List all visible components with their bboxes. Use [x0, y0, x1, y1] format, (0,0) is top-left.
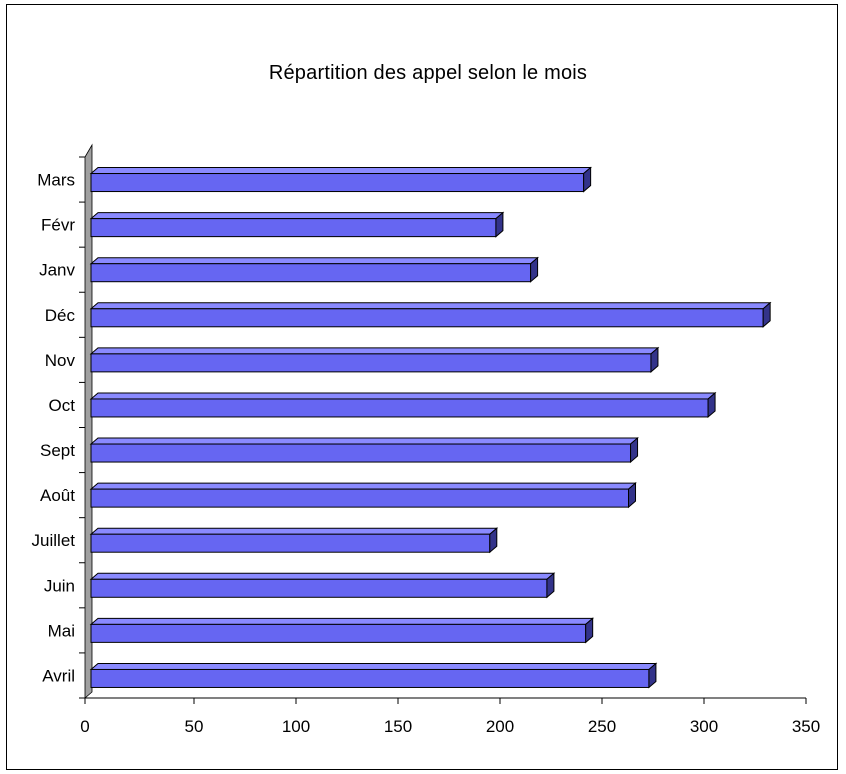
bar-end [762, 301, 771, 328]
x-tick-label: 250 [588, 717, 616, 736]
bar-front [90, 398, 709, 418]
bar-front [90, 218, 497, 238]
x-tick-label: 0 [80, 717, 89, 736]
x-tick-label: 300 [690, 717, 718, 736]
bar-top [89, 347, 660, 355]
bar-end [648, 662, 657, 689]
bar-top [89, 572, 556, 580]
bar-end [628, 482, 637, 509]
bar-end [546, 572, 555, 599]
y-tick-label: Nov [45, 351, 76, 370]
bar-top [89, 482, 637, 490]
y-tick-label: Juillet [32, 531, 76, 550]
bar [89, 662, 658, 689]
x-tick-label: 200 [486, 717, 514, 736]
bar [89, 346, 660, 373]
y-tick-label: Janv [39, 261, 75, 280]
bar-front [90, 488, 630, 508]
y-tick-label: Août [40, 486, 75, 505]
bar [89, 436, 639, 464]
bar-top [89, 527, 499, 535]
bar [89, 617, 595, 644]
bar-end [650, 346, 659, 373]
bar-front [90, 173, 585, 193]
y-tick-label: Oct [49, 396, 76, 415]
bar-top [89, 167, 592, 175]
bar-end [707, 391, 716, 419]
bar-end [583, 166, 592, 193]
bar-top [89, 392, 717, 400]
bar [89, 301, 772, 328]
x-tick-label: 100 [282, 717, 310, 736]
x-tick-label: 350 [792, 717, 820, 736]
y-tick-label: Sept [40, 441, 75, 460]
bar-end [585, 617, 594, 644]
bar-front [90, 308, 764, 328]
bar-front [90, 623, 587, 643]
y-tick-label: Mars [37, 171, 75, 190]
bar [89, 572, 556, 599]
bar-end [630, 436, 639, 464]
y-tick-label: Avril [42, 666, 75, 685]
bar [89, 527, 499, 554]
bar-front [90, 668, 650, 688]
y-tick-label: Déc [45, 306, 76, 325]
axes: Avril Mai Juin Juillet Août Sept Oct Nov Déc Janv… [32, 156, 820, 736]
bar-top [89, 662, 658, 670]
bar-front [90, 263, 532, 283]
bar-end [495, 211, 504, 238]
bar-end [530, 256, 539, 283]
bar-top [89, 437, 639, 445]
bar-top [89, 212, 505, 220]
bar-series [89, 166, 772, 689]
bar-top [89, 257, 539, 265]
bar-top [89, 302, 772, 310]
bar [89, 391, 717, 419]
bar-front [90, 578, 548, 598]
bar-front [90, 443, 632, 463]
chart-title: Répartition des appel selon le mois [268, 62, 588, 84]
bar [89, 482, 637, 509]
x-tick-label: 50 [185, 717, 204, 736]
bar [89, 256, 539, 283]
x-tick-label: 150 [384, 717, 412, 736]
bar [89, 211, 505, 238]
bar-front [90, 533, 491, 553]
y-tick-label: Févr [41, 216, 75, 235]
bar-end [489, 527, 498, 554]
bar [89, 166, 592, 193]
bar-front [90, 353, 652, 373]
y-tick-label: Mai [48, 621, 75, 640]
y-tick-label: Juin [44, 576, 75, 595]
bar-top [89, 617, 595, 625]
